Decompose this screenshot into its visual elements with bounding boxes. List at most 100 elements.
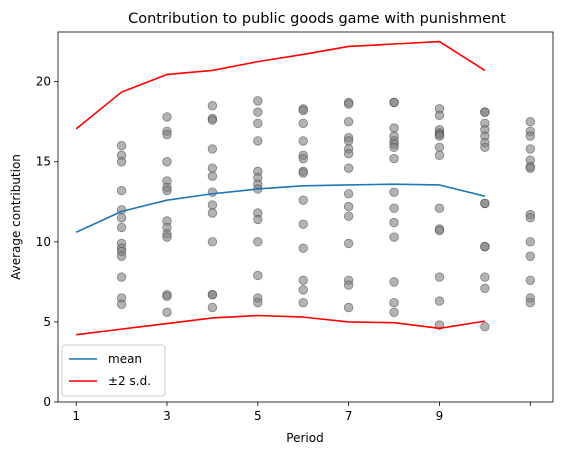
scatter-point xyxy=(389,97,399,108)
scatter-point xyxy=(480,142,490,153)
y-tick-label: 15 xyxy=(36,155,51,169)
x-tick-label: 3 xyxy=(163,409,171,423)
scatter-point xyxy=(207,171,218,181)
scatter-point xyxy=(389,203,399,213)
scatter-point xyxy=(389,232,399,242)
scatter-point xyxy=(343,280,354,290)
scatter-point xyxy=(298,297,308,308)
scatter-point xyxy=(480,107,490,117)
line-layer xyxy=(75,40,486,336)
scatter-point xyxy=(525,116,535,127)
scatter-point xyxy=(253,297,263,308)
scatter-point xyxy=(434,272,445,282)
scatter-point xyxy=(343,302,354,313)
scatter-point xyxy=(434,296,445,306)
series-line-lower-2sd xyxy=(76,314,486,336)
scatter-point xyxy=(298,136,308,146)
scatter-point xyxy=(525,144,535,154)
series-line-mean xyxy=(75,183,486,233)
scatter-point xyxy=(253,118,263,129)
legend-label-mean: mean xyxy=(108,352,142,366)
scatter-point xyxy=(343,116,354,127)
scatter-point xyxy=(389,277,399,287)
scatter-point xyxy=(298,195,308,205)
scatter-point xyxy=(116,251,127,261)
scatter-point xyxy=(207,200,218,210)
scatter-point xyxy=(525,275,535,285)
scatter-point xyxy=(298,105,308,116)
scatter-point xyxy=(253,136,263,146)
scatter-point xyxy=(298,285,308,295)
y-tick-label: 20 xyxy=(36,75,51,89)
scatter-point xyxy=(343,149,354,159)
scatter-point xyxy=(343,136,354,146)
scatter-point xyxy=(389,153,399,164)
scatter-point xyxy=(116,213,127,223)
scatter-point xyxy=(389,123,399,133)
y-axis: 0 5 10 15 20 xyxy=(36,75,58,409)
scatter-point xyxy=(253,270,263,281)
scatter-point xyxy=(298,243,308,253)
x-axis: 1 3 5 7 9 xyxy=(72,402,531,423)
scatter-point xyxy=(434,131,445,141)
scatter-point xyxy=(389,142,399,153)
scatter-point xyxy=(480,272,490,282)
x-axis-label: Period xyxy=(286,431,323,445)
scatter-point xyxy=(116,185,127,196)
scatter-point xyxy=(298,219,308,229)
scatter-point xyxy=(207,237,218,247)
x-tick-label: 1 xyxy=(72,409,80,423)
scatter-point xyxy=(298,275,308,285)
scatter-point xyxy=(525,237,535,247)
scatter-point xyxy=(480,241,490,252)
scatter-point xyxy=(389,297,399,308)
scatter-point xyxy=(207,208,218,218)
scatter-point xyxy=(162,232,172,242)
scatter-layer xyxy=(116,96,535,332)
scatter-point xyxy=(116,222,127,233)
scatter-point xyxy=(525,297,535,308)
scatter-point xyxy=(116,299,127,309)
scatter-point xyxy=(434,150,445,161)
scatter-point xyxy=(298,153,308,164)
scatter-point xyxy=(343,99,354,109)
scatter-point xyxy=(207,302,218,313)
scatter-point xyxy=(162,157,172,167)
x-tick-label: 9 xyxy=(436,409,444,423)
scatter-point xyxy=(480,283,490,293)
scatter-point xyxy=(162,129,172,140)
scatter-point xyxy=(434,225,445,236)
scatter-point xyxy=(525,213,535,223)
scatter-point xyxy=(434,203,445,213)
scatter-point xyxy=(389,187,399,197)
series-line-upper-2sd xyxy=(75,40,486,130)
scatter-point xyxy=(480,198,490,209)
scatter-point xyxy=(253,96,263,106)
scatter-point xyxy=(343,163,354,173)
scatter-point xyxy=(253,214,263,225)
chart-title: Contribution to public goods game with p… xyxy=(128,11,506,27)
scatter-point xyxy=(116,157,127,167)
scatter-point xyxy=(207,100,218,111)
scatter-point xyxy=(162,307,172,318)
y-tick-label: 0 xyxy=(43,395,51,409)
plot-area xyxy=(57,31,554,403)
x-tick-label: 7 xyxy=(345,409,353,423)
y-tick-label: 5 xyxy=(43,315,51,329)
scatter-point xyxy=(253,237,263,247)
plot-frame xyxy=(57,31,554,403)
legend-label-sd: ±2 s.d. xyxy=(108,374,151,388)
y-tick-label: 10 xyxy=(36,235,51,249)
legend: mean ±2 s.d. xyxy=(61,344,166,397)
x-tick-label: 5 xyxy=(254,409,262,423)
scatter-point xyxy=(525,163,535,173)
scatter-point xyxy=(434,142,445,153)
scatter-point xyxy=(343,189,354,199)
scatter-point xyxy=(162,185,172,196)
scatter-point xyxy=(434,110,445,120)
scatter-point xyxy=(389,307,399,318)
scatter-point xyxy=(207,163,218,173)
scatter-point xyxy=(162,291,172,301)
scatter-point xyxy=(162,112,172,122)
scatter-point xyxy=(480,322,490,332)
